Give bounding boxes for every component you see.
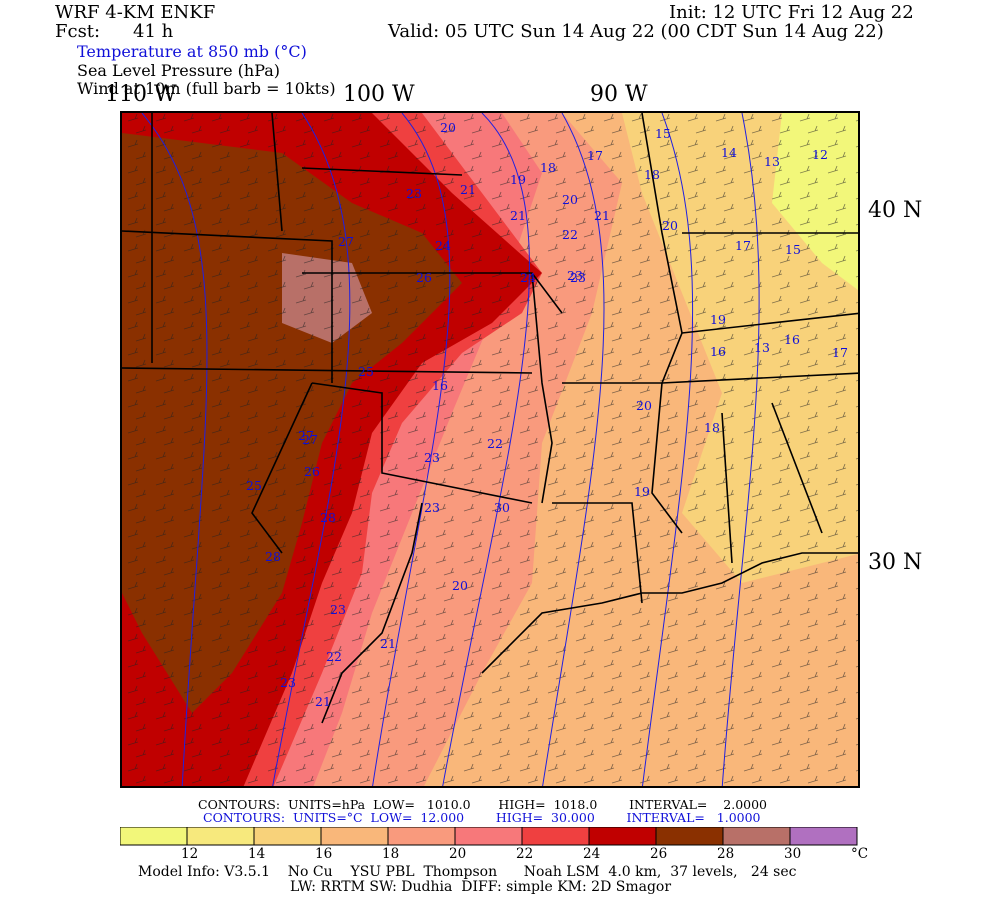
temp-label: 24: [435, 238, 451, 253]
temp-label: 16: [432, 378, 448, 393]
temp-label: 21: [460, 182, 476, 197]
temp-label: 25: [246, 478, 262, 493]
init-time: Init: 12 UTC Fri 12 Aug 22: [669, 2, 914, 23]
temp-label: 20: [562, 192, 578, 207]
temp-label: 16: [784, 332, 800, 347]
temp-label: 18: [644, 167, 660, 182]
temp-label: 20: [636, 398, 652, 413]
temp-label: 15: [785, 242, 801, 257]
lat-label-30n: 30 N: [868, 550, 923, 575]
temp-label: 26: [304, 464, 320, 479]
slp-contour-info: CONTOURS: UNITS=hPa LOW= 1010.0 HIGH= 10…: [198, 797, 768, 812]
temp-label: 20: [452, 578, 468, 593]
temp-contour-info: CONTOURS: UNITS=°C LOW= 12.000 HIGH= 30.…: [203, 810, 761, 825]
temp-label: 30: [494, 500, 510, 515]
temp-label: 19: [710, 312, 726, 327]
colorbar-tick: 22: [516, 846, 534, 862]
field-wind-title: Wind at 10m (full barb = 10kts): [77, 79, 336, 98]
state-borders: [122, 113, 858, 724]
colorbar-tick: 20: [449, 846, 467, 862]
colorbar-tick: 16: [315, 846, 333, 862]
physics-info: LW: RRTM SW: Dudhia DIFF: simple KM: 2D …: [290, 879, 672, 895]
temperature-field: [122, 113, 858, 786]
wind-barbs: [122, 113, 858, 786]
valid-time: Valid: 05 UTC Sun 14 Aug 22 (00 CDT Sun …: [388, 21, 884, 42]
colorbar-tick: 24: [583, 846, 601, 862]
temp-label: 17: [735, 238, 751, 253]
temp-label: 25: [358, 364, 374, 379]
lon-label-110w: 110 W: [105, 82, 177, 107]
temp-label: 14: [721, 145, 737, 160]
lat-label-40n: 40 N: [868, 198, 923, 223]
temperature-contours: [141, 113, 760, 786]
temp-label: 24: [520, 270, 536, 285]
temp-label: 20: [662, 218, 678, 233]
temp-label: 13: [764, 154, 780, 169]
temp-label: 21: [594, 208, 610, 223]
colorbar-tick: 30: [784, 846, 802, 862]
model-info: Model Info: V3.5.1 No Cu YSU PBL Thompso…: [138, 864, 797, 880]
temp-label: 22: [326, 649, 342, 664]
colorbar-tick: 28: [717, 846, 735, 862]
colorbar: [120, 827, 858, 846]
temp-label: 20: [440, 120, 456, 135]
temp-label: 18: [704, 420, 720, 435]
temp-label: 27: [338, 234, 354, 249]
temp-label: 23: [280, 675, 296, 690]
temp-label: 27: [298, 428, 314, 443]
model-title: WRF 4-KM ENKF: [55, 2, 216, 23]
lon-label-90w: 90 W: [590, 82, 648, 107]
temp-label: 28: [320, 510, 336, 525]
temp-label: 26: [416, 270, 432, 285]
colorbar-tick: 14: [248, 846, 266, 862]
temp-label: 23: [424, 500, 440, 515]
temp-label: 21: [510, 208, 526, 223]
temp-label: 21: [315, 694, 331, 709]
weather-map[interactable]: 20 15 14 13 12 21 19 18 17 18 23 21 20 2…: [120, 111, 860, 788]
temp-label: 22: [562, 227, 578, 242]
temp-label: 22: [487, 436, 503, 451]
colorbar-unit: °C: [851, 846, 869, 862]
temp-label: 28: [265, 549, 281, 564]
forecast-label: Fcst:: [55, 21, 101, 42]
temp-label: 23: [406, 186, 422, 201]
forecast-hour: 41 h: [133, 21, 174, 42]
temp-label: 23: [424, 450, 440, 465]
temp-label: 15: [655, 126, 671, 141]
temp-label: 19: [634, 484, 650, 499]
colorbar-tick: 12: [181, 846, 199, 862]
temp-label: 27: [302, 432, 318, 447]
field-pressure-title: Sea Level Pressure (hPa): [77, 61, 281, 80]
temp-label: 16: [710, 344, 726, 359]
temp-label: 12: [812, 147, 828, 162]
temp-label: 23: [567, 268, 583, 283]
temp-label: 18: [540, 160, 556, 175]
temp-label: 17: [587, 148, 603, 163]
temp-label: 17: [832, 345, 848, 360]
temp-label: 19: [510, 172, 526, 187]
temp-label: 23: [330, 602, 346, 617]
temp-label: 21: [380, 636, 396, 651]
temp-label: 23: [570, 270, 586, 285]
field-temperature-title: Temperature at 850 mb (°C): [77, 42, 307, 61]
colorbar-tick: 18: [382, 846, 400, 862]
colorbar-tick: 26: [650, 846, 668, 862]
temp-label: 13: [754, 340, 770, 355]
lon-label-100w: 100 W: [343, 82, 415, 107]
